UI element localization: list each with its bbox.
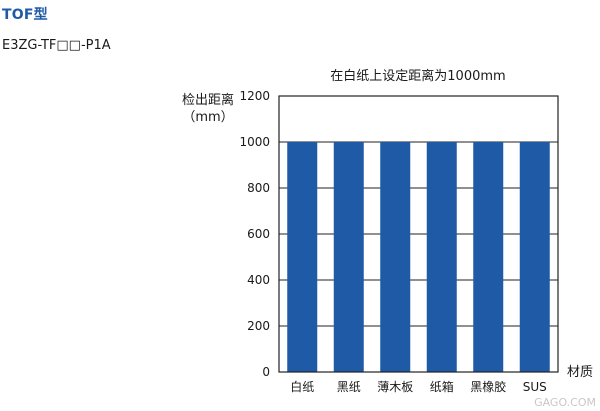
- x-tick-label: 黑纸: [337, 380, 361, 394]
- x-tick-label: SUS: [523, 380, 547, 394]
- x-tick-label: 黑橡胶: [470, 379, 506, 394]
- x-tick-label: 薄木板: [377, 379, 413, 394]
- bars: [287, 142, 550, 372]
- y-axis-unit: （mm）: [182, 110, 233, 125]
- watermark: GAGO.COM: [534, 396, 596, 409]
- y-tick-label: 1000: [239, 135, 270, 149]
- x-axis-label: 材质: [567, 365, 593, 380]
- plot-border: [278, 95, 559, 373]
- y-tick-label: 1200: [239, 89, 270, 103]
- y-tick-labels: 0 200 400 600 800 1000 1200: [239, 89, 270, 379]
- y-tick-label: 800: [247, 181, 270, 195]
- bar-0: [287, 142, 318, 372]
- type-title: TOF型: [2, 7, 48, 23]
- bar-3: [426, 142, 457, 372]
- y-axis-label: 检出距离: [182, 92, 234, 108]
- x-tick-label: 纸箱: [430, 379, 454, 394]
- bar-5: [519, 142, 550, 372]
- y-tick-label: 0: [262, 365, 270, 379]
- x-tick-label: 白纸: [290, 379, 314, 394]
- plot-frame: [278, 95, 559, 373]
- y-tick-label: 400: [247, 273, 270, 287]
- x-tick-labels: 白纸 黑纸 薄木板 纸箱 黑橡胶 SUS: [290, 379, 547, 394]
- bar-2: [380, 142, 411, 372]
- y-tick-label: 200: [247, 319, 270, 333]
- bar-1: [333, 142, 364, 372]
- model-name: E3ZG-TF□□-P1A: [2, 38, 111, 53]
- chart-title: 在白纸上设定距离为1000mm: [330, 68, 505, 84]
- y-tick-label: 600: [247, 227, 270, 241]
- bar-4: [473, 142, 504, 372]
- gridlines: [279, 95, 558, 373]
